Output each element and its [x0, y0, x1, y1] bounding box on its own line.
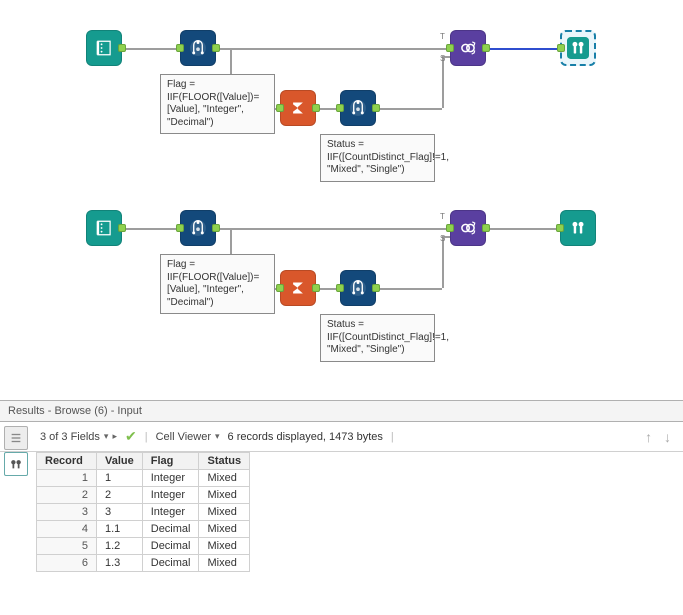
- formula-tool[interactable]: [340, 270, 376, 306]
- formula-tool[interactable]: [180, 30, 216, 66]
- table-cell: Integer: [142, 470, 199, 487]
- connector: [486, 228, 560, 230]
- connector: [376, 288, 442, 290]
- summarize-tool[interactable]: [280, 270, 316, 306]
- formula-annotation: Flag = IIF(FLOOR([Value])=[Value], "Inte…: [160, 254, 275, 314]
- formula-tool[interactable]: [180, 210, 216, 246]
- chevron-down-icon: ▾: [104, 431, 109, 442]
- table-cell: Mixed: [199, 470, 250, 487]
- table-cell: Mixed: [199, 538, 250, 555]
- table-row[interactable]: 22IntegerMixed: [37, 487, 250, 504]
- results-panel-title: Results - Browse (6) - Input: [0, 400, 683, 422]
- fields-label: 3 of 3 Fields: [40, 431, 100, 443]
- table-row[interactable]: 11IntegerMixed: [37, 470, 250, 487]
- column-header[interactable]: Value: [97, 453, 143, 470]
- table-cell: 3: [37, 504, 97, 521]
- append-tool[interactable]: [450, 210, 486, 246]
- table-cell: 5: [37, 538, 97, 555]
- table-cell: Mixed: [199, 487, 250, 504]
- chevron-down-icon: ▾: [215, 431, 220, 442]
- browse-tool[interactable]: [560, 30, 596, 66]
- table-cell: Integer: [142, 487, 199, 504]
- table-cell: 1.1: [97, 521, 143, 538]
- results-tab-list[interactable]: [4, 426, 28, 450]
- anchor-label: S: [440, 234, 445, 243]
- table-cell: Decimal: [142, 555, 199, 572]
- records-count-label: 6 records displayed, 1473 bytes: [228, 431, 383, 443]
- results-toolbar: 3 of 3 Fields ▾ ▸ ✔ | Cell Viewer ▾ 6 re…: [0, 422, 683, 452]
- connector: [376, 108, 442, 110]
- append-tool[interactable]: [450, 30, 486, 66]
- column-header[interactable]: Record: [37, 453, 97, 470]
- table-cell: 1.3: [97, 555, 143, 572]
- formula-annotation: Status = IIF([CountDistinct_Flag]!=1, "M…: [320, 134, 435, 182]
- separator: |: [145, 431, 148, 443]
- table-cell: 1: [97, 470, 143, 487]
- separator: |: [391, 431, 394, 443]
- table-row[interactable]: 33IntegerMixed: [37, 504, 250, 521]
- anchor-label: S: [440, 54, 445, 63]
- table-cell: 1.2: [97, 538, 143, 555]
- check-icon: ✔: [125, 428, 137, 445]
- table-row[interactable]: 61.3DecimalMixed: [37, 555, 250, 572]
- table-cell: Mixed: [199, 555, 250, 572]
- formula-annotation: Status = IIF([CountDistinct_Flag]!=1, "M…: [320, 314, 435, 362]
- table-cell: 1: [37, 470, 97, 487]
- input-tool[interactable]: [86, 210, 122, 246]
- table-cell: 4: [37, 521, 97, 538]
- nav-up-icon[interactable]: ↑: [645, 429, 656, 445]
- connector: [122, 228, 450, 230]
- connector: [442, 236, 444, 288]
- workflow-canvas[interactable]: Flag = IIF(FLOOR([Value])=[Value], "Inte…: [0, 0, 683, 400]
- table-cell: 3: [97, 504, 143, 521]
- input-tool[interactable]: [86, 30, 122, 66]
- cell-viewer-label: Cell Viewer: [156, 431, 211, 443]
- anchor-label: T: [440, 212, 445, 221]
- summarize-tool[interactable]: [280, 90, 316, 126]
- table-cell: Decimal: [142, 538, 199, 555]
- connector: [122, 48, 450, 50]
- table-row[interactable]: 51.2DecimalMixed: [37, 538, 250, 555]
- nav-down-icon[interactable]: ↓: [664, 429, 675, 445]
- fields-dropdown[interactable]: 3 of 3 Fields ▾ ▸: [40, 431, 117, 443]
- table-cell: Mixed: [199, 521, 250, 538]
- results-table[interactable]: RecordValueFlagStatus 11IntegerMixed22In…: [36, 452, 250, 572]
- table-cell: 2: [97, 487, 143, 504]
- table-cell: 6: [37, 555, 97, 572]
- cell-viewer-dropdown[interactable]: Cell Viewer ▾: [156, 431, 220, 443]
- connector: [442, 56, 444, 108]
- connector: [486, 48, 560, 50]
- column-header[interactable]: Status: [199, 453, 250, 470]
- browse-tool[interactable]: [560, 210, 596, 246]
- formula-tool[interactable]: [340, 90, 376, 126]
- anchor-label: T: [440, 32, 445, 41]
- table-cell: Integer: [142, 504, 199, 521]
- table-cell: Decimal: [142, 521, 199, 538]
- table-cell: 2: [37, 487, 97, 504]
- formula-annotation: Flag = IIF(FLOOR([Value])=[Value], "Inte…: [160, 74, 275, 134]
- table-cell: Mixed: [199, 504, 250, 521]
- table-row[interactable]: 41.1DecimalMixed: [37, 521, 250, 538]
- small-chevron-icon: ▸: [112, 431, 117, 442]
- column-header[interactable]: Flag: [142, 453, 199, 470]
- results-tab-browse[interactable]: [4, 452, 28, 476]
